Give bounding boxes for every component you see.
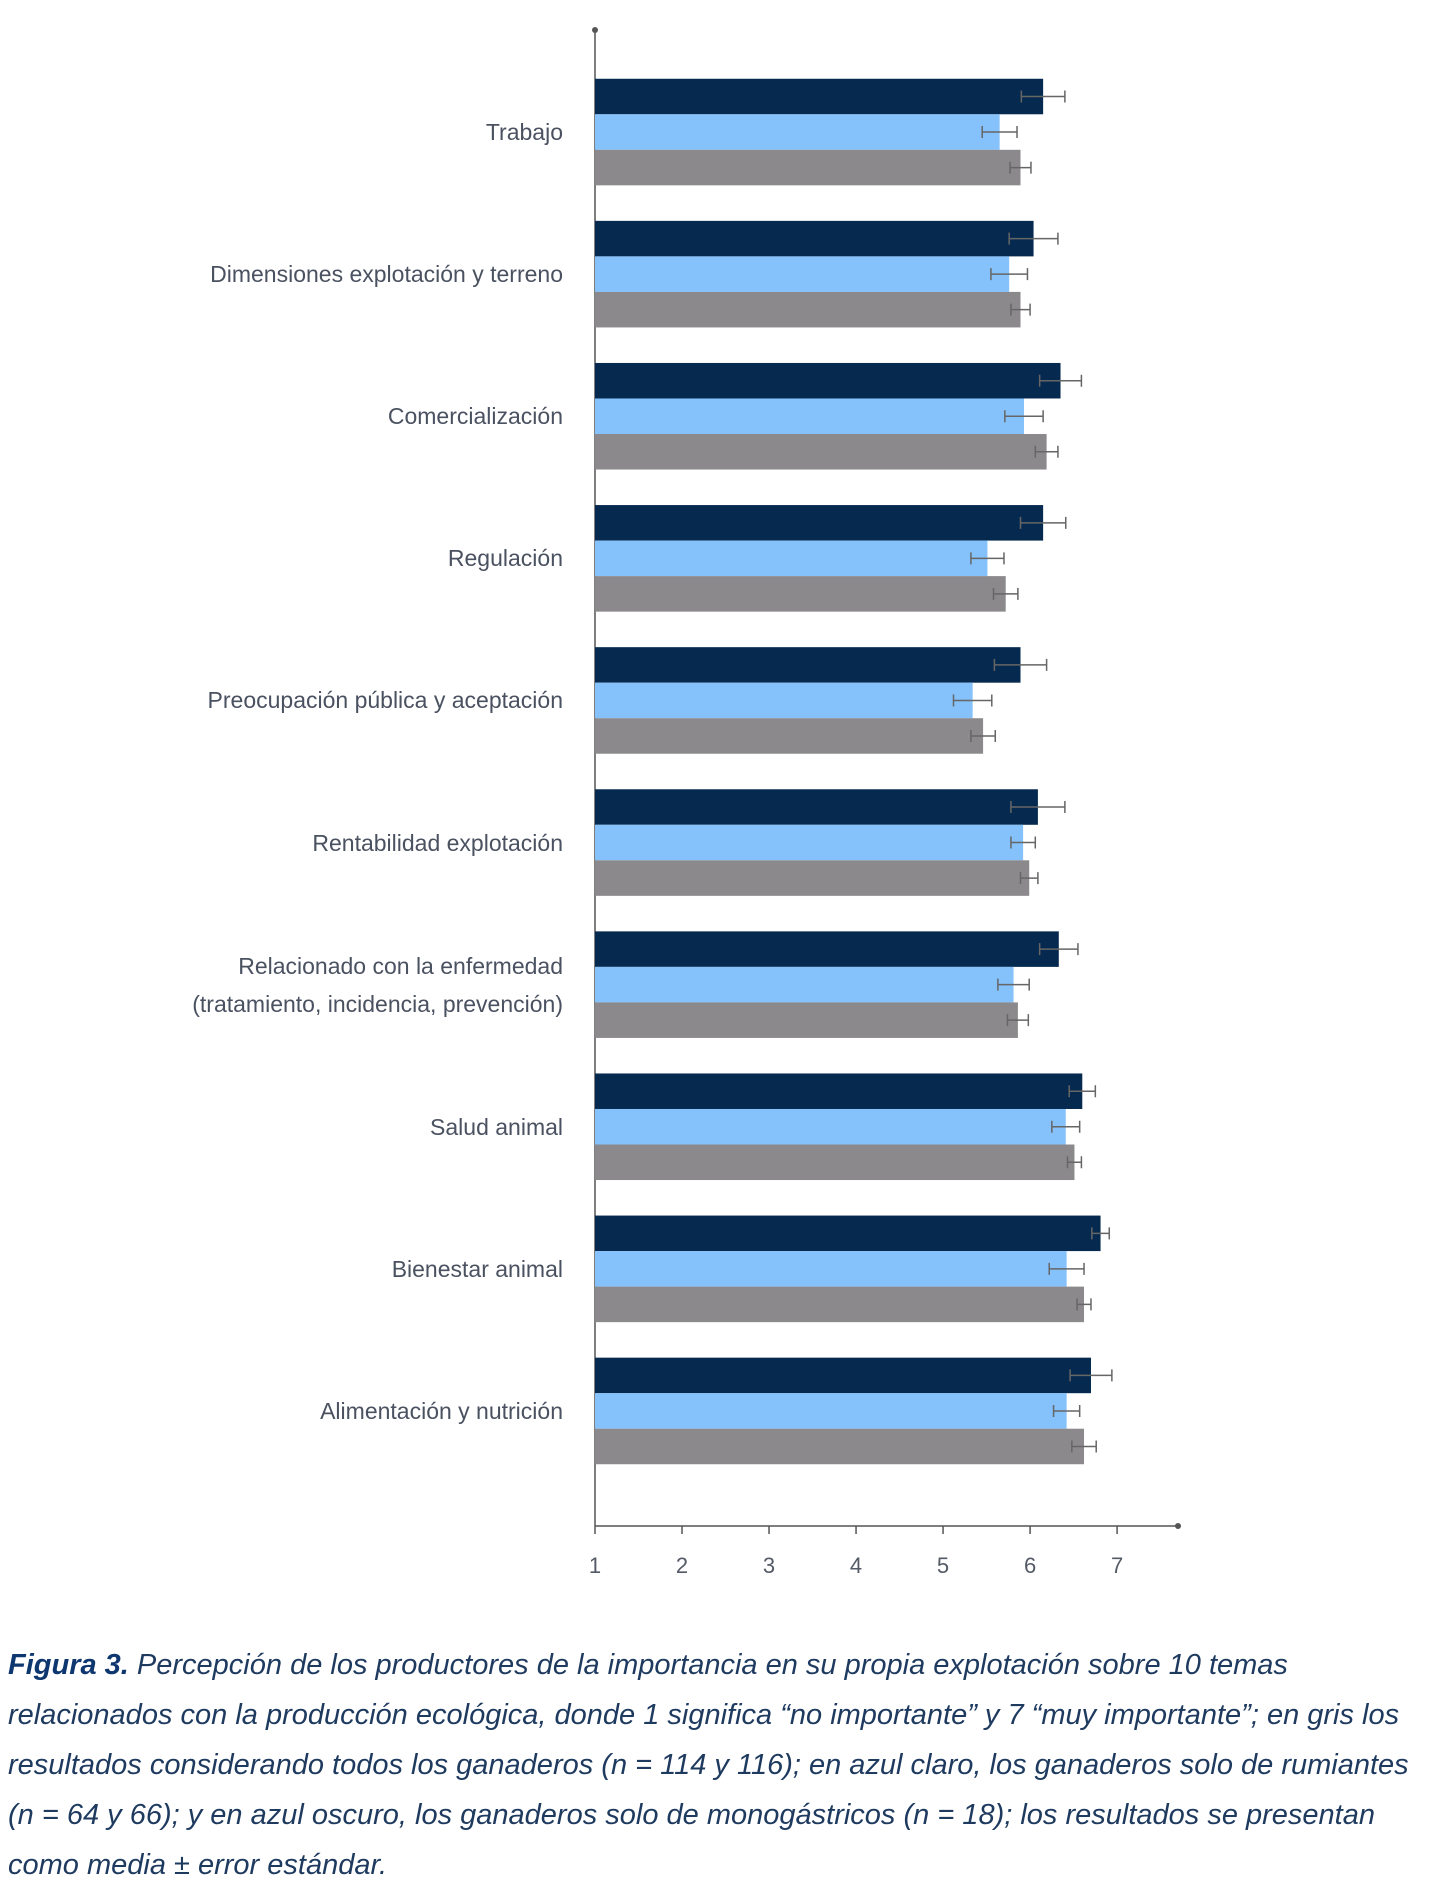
error-bar xyxy=(1052,1404,1081,1417)
bar xyxy=(595,966,1014,1003)
bar xyxy=(595,78,1044,115)
bar xyxy=(595,398,1024,435)
x-tick-label: 7 xyxy=(1111,1553,1123,1578)
error-bar xyxy=(1009,161,1032,174)
x-tick-label: 4 xyxy=(850,1553,862,1578)
bar xyxy=(595,1393,1067,1429)
bar xyxy=(595,860,1030,896)
error-bar xyxy=(952,694,993,707)
bar xyxy=(595,540,988,577)
bar xyxy=(595,682,973,719)
bar xyxy=(595,220,1034,257)
bar xyxy=(595,291,1021,328)
bar xyxy=(595,1144,1075,1181)
bar xyxy=(595,434,1047,470)
error-bar xyxy=(1068,1085,1097,1098)
x-tick-label: 2 xyxy=(676,1553,688,1578)
error-bar xyxy=(992,587,1019,600)
bar xyxy=(595,789,1038,825)
bar xyxy=(595,1002,1018,1038)
bar xyxy=(595,1428,1085,1465)
y-tick-label: Regulación xyxy=(447,545,563,572)
x-tick-label: 1 xyxy=(589,1553,601,1578)
error-bar xyxy=(990,268,1029,281)
error-bar xyxy=(1038,374,1083,387)
bar xyxy=(595,1357,1091,1394)
error-bar xyxy=(1010,801,1066,814)
error-bar xyxy=(1076,1298,1092,1311)
bar xyxy=(595,576,1006,612)
y-tick-label: Trabajo xyxy=(485,119,563,146)
y-tick-label: Rentabilidad explotación xyxy=(312,829,563,856)
axis-end xyxy=(1175,1523,1181,1529)
error-bar xyxy=(1038,943,1079,956)
error-bar xyxy=(993,658,1048,671)
y-tick-label: Dimensiones explotación y terreno xyxy=(210,261,563,288)
bar xyxy=(595,362,1061,399)
bar xyxy=(595,149,1021,186)
error-bar xyxy=(1091,1227,1111,1240)
y-tick-label: Comercialización xyxy=(387,403,563,430)
error-bar xyxy=(1034,445,1059,458)
error-bar xyxy=(997,978,1030,991)
error-bar xyxy=(1020,90,1066,103)
bar xyxy=(595,824,1024,861)
error-bar xyxy=(1008,232,1059,245)
error-bar xyxy=(1051,1120,1081,1133)
y-tick-label: Salud animal xyxy=(430,1113,563,1140)
error-bar xyxy=(970,552,1005,565)
y-tick-label: Bienestar animal xyxy=(391,1255,563,1282)
caption: Figura 3. Percepción de los productores … xyxy=(8,1640,1428,1890)
error-bar xyxy=(1048,1262,1085,1275)
bar xyxy=(595,1108,1066,1145)
chart: 1 2 3 4 5 6 7 xyxy=(589,27,1181,1578)
bar xyxy=(595,1073,1083,1109)
error-bar xyxy=(1071,1440,1097,1453)
x-tick-label: 6 xyxy=(1024,1553,1036,1578)
error-bar xyxy=(1010,836,1037,849)
caption-text: Percepción de los productores de la impo… xyxy=(8,1649,1409,1881)
bar xyxy=(595,1286,1085,1323)
bar xyxy=(595,931,1059,967)
error-bar xyxy=(1019,872,1039,885)
error-bar xyxy=(1006,1014,1030,1027)
bar xyxy=(595,1215,1101,1252)
axis-end xyxy=(592,27,598,33)
error-bar xyxy=(970,729,997,742)
bar xyxy=(595,114,1000,150)
error-bar xyxy=(1010,303,1031,316)
y-tick-label: Alimentación y nutrición xyxy=(320,1397,563,1424)
y-tick-label: Preocupación pública y aceptación xyxy=(207,687,563,714)
bar xyxy=(595,718,984,754)
error-bar xyxy=(1066,1156,1083,1169)
error-bar xyxy=(981,126,1018,139)
error-bar xyxy=(1069,1369,1113,1382)
error-bar xyxy=(1004,410,1044,423)
y-tick-label: Relacionado con la enfermedad (tratamien… xyxy=(192,952,563,1017)
bar xyxy=(595,1251,1067,1287)
x-tick-label: 3 xyxy=(763,1553,775,1578)
bar xyxy=(595,256,1010,292)
bar xyxy=(595,647,1021,683)
error-bar xyxy=(1019,516,1067,529)
x-tick-label: 5 xyxy=(937,1553,949,1578)
bar xyxy=(595,505,1044,541)
caption-label: Figura 3. xyxy=(8,1649,129,1681)
